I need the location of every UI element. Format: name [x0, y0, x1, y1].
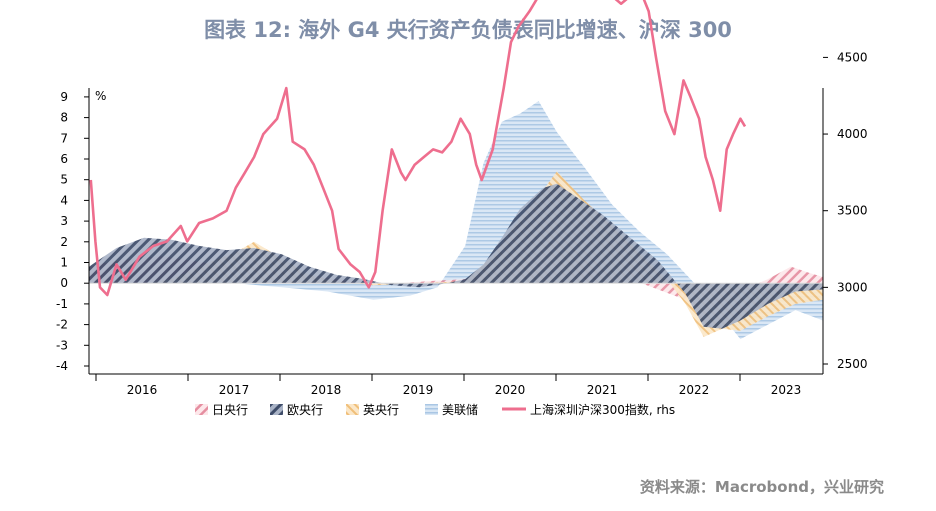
- left-tick-label: 6: [60, 152, 68, 166]
- area-boj: [89, 252, 823, 311]
- legend-item-boe: 英央行: [346, 403, 399, 417]
- line-csi300: [89, 0, 747, 297]
- x-tick-label: 2016: [127, 383, 158, 397]
- x-axis: 2016 2017 2018 2019 2020 2021 2022 2023: [95, 374, 802, 397]
- legend-label-boe: 英央行: [363, 403, 399, 417]
- left-tick-label: -2: [56, 318, 68, 332]
- x-tick-label: 2021: [587, 383, 618, 397]
- left-axis: -4 -3 -2 -1 0 1 2 3 4 5 6 7 8 9: [56, 90, 89, 373]
- right-axis: 25003000350040004500500055006000: [823, 50, 868, 371]
- right-tick-label: 3500: [837, 204, 868, 218]
- legend-item-csi300: 上海深圳沪深300指数, rhs: [502, 402, 675, 417]
- x-tick-label: 2017: [219, 383, 250, 397]
- chart-title: 图表 12: 海外 G4 央行资产负债表同比增速、沪深 300: [204, 18, 732, 42]
- line-series: [89, 0, 747, 297]
- legend: 日央行 欧央行 英央行 美联储 上海深圳沪深300指数, rhs: [195, 402, 675, 417]
- legend-label-boj: 日央行: [212, 403, 248, 417]
- legend-swatch-boe: [346, 404, 359, 415]
- source-note: 资料来源：Macrobond，兴业研究: [639, 478, 884, 496]
- plot-frame: [88, 88, 824, 375]
- legend-swatch-ecb: [270, 404, 283, 415]
- left-tick-label: -1: [56, 297, 68, 311]
- left-tick-label: -3: [56, 338, 68, 352]
- legend-item-ecb: 欧央行: [270, 403, 323, 417]
- right-tick-label: 4500: [837, 50, 868, 64]
- x-tick-label: 2018: [311, 383, 342, 397]
- x-tick-label: 2022: [679, 383, 710, 397]
- left-tick-label: 8: [60, 111, 68, 125]
- x-tick-label: 2020: [495, 383, 526, 397]
- left-tick-label: 9: [60, 90, 68, 104]
- legend-item-fed: 美联储: [425, 402, 478, 417]
- left-tick-label: 2: [60, 235, 68, 249]
- legend-swatch-fed: [425, 404, 438, 415]
- area-ecb: [89, 183, 823, 329]
- left-tick-label: 3: [60, 214, 68, 228]
- left-tick-label: 7: [60, 131, 68, 145]
- right-tick-label: 2500: [837, 357, 868, 371]
- legend-label-csi300: 上海深圳沪深300指数, rhs: [530, 402, 675, 417]
- right-tick-label: 3000: [837, 280, 868, 294]
- left-tick-label: 5: [60, 173, 68, 187]
- left-tick-label: 1: [60, 256, 68, 270]
- left-tick-label: 0: [60, 276, 68, 290]
- left-tick-label: 4: [60, 193, 68, 207]
- legend-item-boj: 日央行: [195, 403, 248, 417]
- left-unit-label: %: [95, 89, 106, 103]
- area-series: [89, 101, 823, 340]
- x-tick-label: 2019: [403, 383, 434, 397]
- legend-label-fed: 美联储: [442, 402, 478, 417]
- right-tick-label: 4000: [837, 127, 868, 141]
- legend-swatch-boj: [195, 404, 208, 415]
- x-tick-label: 2023: [771, 383, 802, 397]
- left-tick-label: -4: [56, 359, 68, 373]
- legend-label-ecb: 欧央行: [287, 403, 323, 417]
